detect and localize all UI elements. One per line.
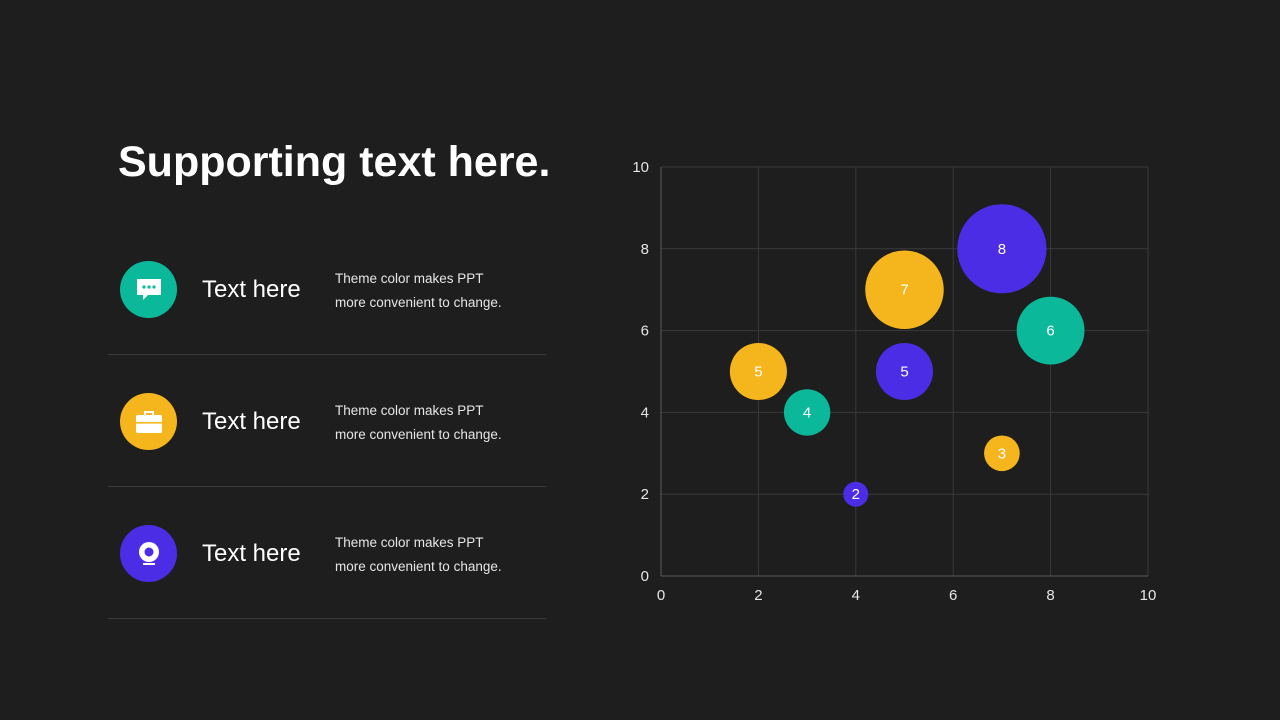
x-tick-label: 0	[657, 587, 665, 604]
bubble-label: 2	[852, 486, 860, 503]
feature-description-line: Theme color makes PPT	[335, 403, 484, 418]
x-tick-label: 2	[754, 587, 762, 604]
y-tick-label: 2	[641, 486, 649, 503]
feature-label: Text here	[202, 540, 301, 567]
bubble-label: 7	[900, 282, 908, 299]
bubble	[1016, 296, 1085, 365]
bubble	[875, 342, 934, 401]
slide-title: Supporting text here.	[118, 138, 551, 186]
bubble	[783, 389, 831, 436]
y-tick-label: 8	[641, 241, 649, 258]
feature-description: Theme color makes PPT more convenient to…	[335, 267, 535, 315]
feature-label: Text here	[202, 276, 301, 303]
bubble	[984, 435, 1020, 472]
feature-description-line: more convenient to change.	[335, 295, 502, 310]
bubble	[957, 204, 1047, 294]
bubble-label: 6	[1046, 323, 1054, 340]
feature-description-line: Theme color makes PPT	[335, 271, 484, 286]
feature-description-line: Theme color makes PPT	[335, 535, 484, 550]
x-tick-label: 6	[949, 587, 957, 604]
feature-description: Theme color makes PPT more convenient to…	[335, 399, 535, 447]
bubble-label: 8	[998, 241, 1006, 258]
feature-description: Theme color makes PPT more convenient to…	[335, 531, 535, 579]
bubble	[843, 481, 869, 507]
webcam-icon	[120, 525, 177, 582]
briefcase-icon	[120, 393, 177, 450]
feature-row: Text here Theme color makes PPT more con…	[108, 487, 546, 619]
y-tick-label: 4	[641, 404, 649, 421]
bubble-label: 5	[754, 364, 762, 381]
feature-label: Text here	[202, 408, 301, 435]
bubble-label: 4	[803, 404, 811, 421]
bubble-chart: 0 2 4 6 8 10 0 2 4 6 8 10 5 4 2 7 5 8 6 3	[632, 159, 1157, 604]
bubble-label: 3	[998, 445, 1006, 462]
y-tick-label: 6	[641, 323, 649, 340]
feature-row: Text here Theme color makes PPT more con…	[108, 355, 546, 487]
bubble	[865, 250, 944, 329]
feature-description-line: more convenient to change.	[335, 427, 502, 442]
y-tick-label: 10	[632, 159, 649, 176]
chat-icon	[120, 261, 177, 318]
feature-row: Text here Theme color makes PPT more con…	[108, 225, 546, 355]
feature-list: Text here Theme color makes PPT more con…	[108, 225, 546, 619]
y-tick-label: 0	[641, 568, 649, 585]
x-tick-label: 4	[852, 587, 860, 604]
bubble-label: 5	[900, 364, 908, 381]
feature-description-line: more convenient to change.	[335, 559, 502, 574]
x-tick-label: 10	[1140, 587, 1157, 604]
bubble	[729, 342, 787, 401]
x-tick-label: 8	[1046, 587, 1054, 604]
